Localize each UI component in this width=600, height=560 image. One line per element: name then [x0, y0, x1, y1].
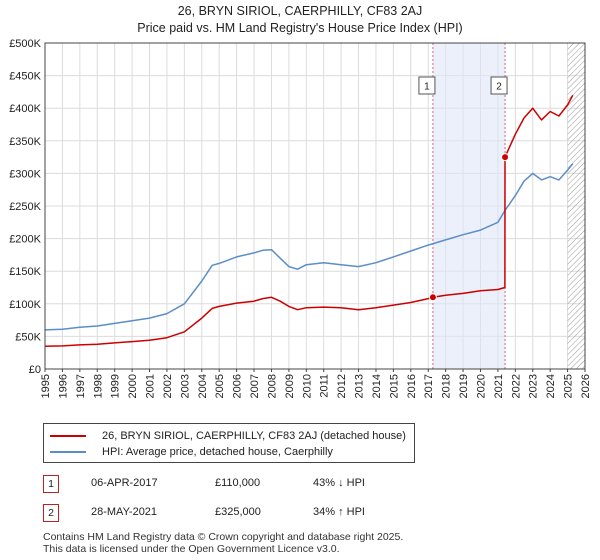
x-tick-label: 2003	[179, 374, 191, 398]
x-tick-label: 2002	[162, 374, 174, 398]
y-tick-label: £50K	[15, 331, 41, 343]
series-lines	[44, 94, 574, 347]
y-tick-label: £100K	[9, 299, 41, 311]
y-tick-label: £200K	[9, 234, 41, 246]
x-tick-label: 2006	[232, 374, 244, 398]
axes-frame	[44, 42, 586, 370]
x-tick-label: 2019	[458, 374, 470, 398]
x-tick-label: 2000	[127, 374, 139, 398]
x-tick-label: 2024	[545, 374, 557, 398]
sale-point	[501, 153, 510, 162]
series-line	[44, 94, 574, 347]
sale-number-badge: 1	[43, 475, 59, 493]
sale-date: 28-MAY-2021	[91, 506, 158, 518]
sale-marker-label: 1	[424, 82, 430, 93]
x-tick-label: 2007	[249, 374, 261, 398]
x-tick-label: 2020	[475, 374, 487, 398]
x-tick-label: 2010	[301, 374, 313, 398]
sale-markers	[428, 153, 510, 302]
x-tick-label: 2009	[284, 374, 296, 398]
x-tick-label: 1997	[75, 374, 87, 398]
sale-marker-badge	[490, 76, 508, 95]
y-tick-label: £400K	[9, 103, 41, 115]
x-tick-label: 2015	[388, 374, 400, 398]
footer: Contains HM Land Registry data © Crown c…	[43, 531, 404, 555]
legend: 26, BRYN SIRIOL, CAERPHILLY, CF83 2AJ (d…	[43, 423, 415, 463]
sale-hpi-diff: 43% ↓ HPI	[313, 477, 365, 489]
x-tick-label: 2005	[214, 374, 226, 398]
x-tick-label: 2023	[528, 374, 540, 398]
sale-date: 06-APR-2017	[91, 477, 158, 489]
y-tick-label: £350K	[9, 136, 41, 148]
x-tick-label: 2017	[423, 374, 435, 398]
sale-price: £110,000	[215, 477, 261, 489]
x-tick-label: 2014	[371, 374, 383, 398]
y-tick-label: £500K	[9, 38, 41, 50]
x-tick-label: 2022	[510, 374, 522, 398]
sale-hpi-diff: 34% ↑ HPI	[313, 506, 365, 518]
x-tick-label: 1998	[92, 374, 104, 398]
axes: £0 £50K £100K £150K £200K £250K £300K £350K £400…	[9, 38, 592, 398]
legend-label-hpi: HPI: Average price, detached house, Caer…	[102, 446, 333, 458]
x-tick-label: 2013	[354, 374, 366, 398]
x-tick-label: 1996	[57, 374, 69, 398]
y-tick-label: £250K	[9, 201, 41, 213]
sale-row-1: 1 06-APR-2017 £110,000 43% ↓ HPI	[43, 475, 443, 495]
series-line	[44, 163, 574, 331]
x-tick-label: 2001	[145, 374, 157, 398]
x-tick-label: 2026	[580, 374, 592, 398]
legend-item-hpi: HPI: Average price, detached house, Caer…	[50, 445, 333, 459]
forecast-hatch	[567, 43, 585, 369]
x-tick-label: 2021	[493, 374, 505, 398]
sale-price: £325,000	[215, 506, 261, 518]
y-tick-label: £450K	[9, 71, 41, 83]
sale-marker-label: 2	[496, 82, 502, 93]
x-tick-label: 2025	[563, 374, 575, 398]
footer-copyright: Contains HM Land Registry data © Crown c…	[43, 531, 404, 543]
y-tick-label: £150K	[9, 266, 41, 278]
chart-subtitle: Price paid vs. HM Land Registry's House …	[137, 21, 463, 35]
x-tick-label: 2018	[441, 374, 453, 398]
y-tick-label: £0	[29, 364, 41, 376]
x-tick-label: 2008	[266, 374, 278, 398]
x-tick-label: 2004	[197, 374, 209, 398]
between-sales-shade	[432, 43, 506, 369]
sale-point	[428, 293, 437, 302]
x-tick-label: 2016	[406, 374, 418, 398]
x-tick-label: 1999	[110, 374, 122, 398]
footer-licence: This data is licensed under the Open Gov…	[43, 542, 340, 555]
legend-swatch-red	[50, 435, 86, 437]
sale-marker-badge	[418, 76, 436, 95]
legend-label-property: 26, BRYN SIRIOL, CAERPHILLY, CF83 2AJ (d…	[102, 430, 406, 442]
sale-number-badge: 2	[43, 504, 59, 522]
y-tick-label: £300K	[9, 168, 41, 180]
x-tick-label: 1995	[40, 374, 52, 398]
legend-swatch-blue	[50, 451, 86, 453]
x-tick-label: 2012	[336, 374, 348, 398]
sale-row-2: 2 28-MAY-2021 £325,000 34% ↑ HPI	[43, 504, 443, 524]
chart-title: 26, BRYN SIRIOL, CAERPHILLY, CF83 2AJ	[177, 4, 423, 18]
x-tick-label: 2011	[319, 374, 331, 398]
legend-item-property: 26, BRYN SIRIOL, CAERPHILLY, CF83 2AJ (d…	[50, 429, 406, 443]
